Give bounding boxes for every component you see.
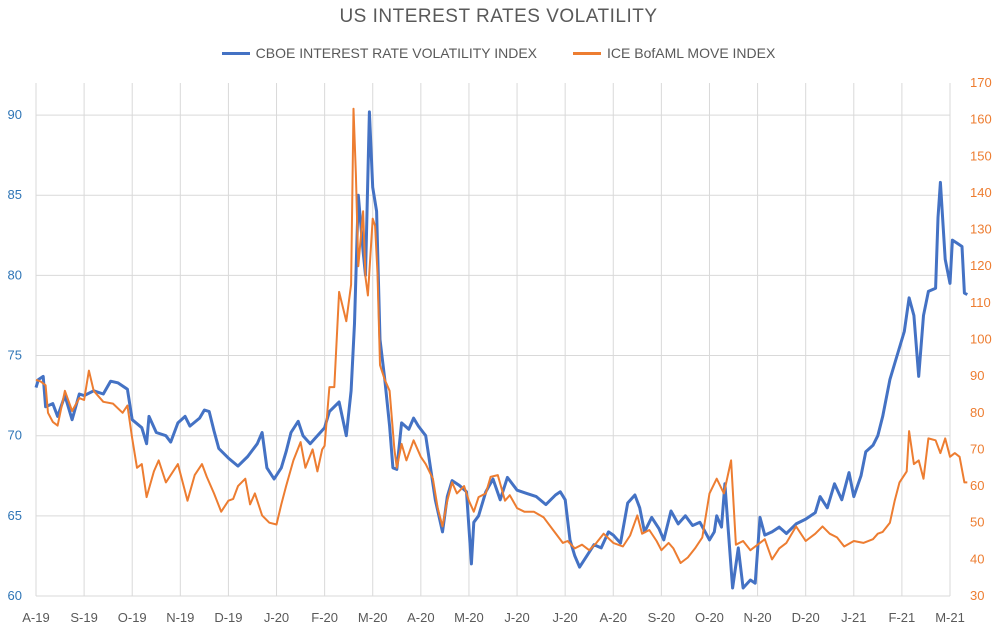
y-right-tick-label-5: 80 bbox=[970, 405, 984, 420]
legend-entry-cboe[interactable]: CBOE INTEREST RATE VOLATILITY INDEX bbox=[221, 45, 538, 61]
y-right-tick-label-6: 90 bbox=[970, 368, 984, 383]
legend: CBOE INTEREST RATE VOLATILITY INDEX ICE … bbox=[0, 45, 997, 61]
y-axis-left: 60 65 70 75 80 85 90 bbox=[8, 107, 22, 603]
y-axis-right: 30 40 50 60 70 80 90 100 110 120 130 140 150 160 170 bbox=[970, 75, 992, 603]
y-right-tick-label-10: 130 bbox=[970, 222, 992, 237]
y-right-tick-label-14: 170 bbox=[970, 75, 992, 90]
x-tick-label-0: A-19 bbox=[22, 610, 49, 625]
y-left-tick-label-4: 80 bbox=[8, 267, 22, 282]
y-left-tick-label-3: 75 bbox=[8, 348, 22, 363]
x-tick-label-11: J-20 bbox=[553, 610, 578, 625]
y-right-tick-label-2: 50 bbox=[970, 515, 984, 530]
y-left-tick-label-2: 70 bbox=[8, 428, 22, 443]
x-axis: A-19 S-19 O-19 N-19 D-19 J-20 F-20 M-20 A-20 M-20… bbox=[22, 610, 965, 625]
x-tick-label-9: M-20 bbox=[454, 610, 484, 625]
y-left-tick-label-5: 85 bbox=[8, 187, 22, 202]
y-right-tick-label-12: 150 bbox=[970, 148, 992, 163]
legend-swatch-cboe bbox=[221, 51, 250, 55]
x-tick-label-5: J-20 bbox=[264, 610, 289, 625]
y-right-tick-label-4: 70 bbox=[970, 441, 984, 456]
x-tick-label-18: F-21 bbox=[889, 610, 916, 625]
x-tick-label-17: J-21 bbox=[841, 610, 866, 625]
x-tick-label-12: A-20 bbox=[600, 610, 627, 625]
x-tick-label-19: M-21 bbox=[935, 610, 965, 625]
y-right-tick-label-9: 120 bbox=[970, 258, 992, 273]
legend-swatch-move bbox=[573, 51, 602, 55]
series-line-cboe bbox=[34, 110, 969, 590]
x-tick-label-16: D-20 bbox=[792, 610, 820, 625]
x-tick-label-14: O-20 bbox=[695, 610, 724, 625]
y-right-tick-label-11: 140 bbox=[970, 185, 992, 200]
x-tick-label-2: O-19 bbox=[118, 610, 147, 625]
series-line-move bbox=[35, 107, 968, 564]
y-right-tick-label-3: 60 bbox=[970, 478, 984, 493]
legend-entry-move[interactable]: ICE BofAML MOVE INDEX bbox=[573, 45, 775, 61]
x-tick-label-7: M-20 bbox=[358, 610, 388, 625]
x-tick-label-15: N-20 bbox=[743, 610, 771, 625]
y-right-tick-label-1: 40 bbox=[970, 551, 984, 566]
y-left-tick-label-1: 65 bbox=[8, 508, 22, 523]
series-lines bbox=[34, 107, 969, 590]
x-tick-label-4: D-19 bbox=[214, 610, 242, 625]
x-tick-label-3: N-19 bbox=[166, 610, 194, 625]
x-tick-label-6: F-20 bbox=[311, 610, 338, 625]
y-right-tick-label-0: 30 bbox=[970, 588, 984, 603]
y-left-tick-label-6: 90 bbox=[8, 107, 22, 122]
legend-label-cboe: CBOE INTEREST RATE VOLATILITY INDEX bbox=[255, 45, 538, 61]
y-left-tick-label-0: 60 bbox=[8, 588, 22, 603]
y-right-tick-label-7: 100 bbox=[970, 332, 992, 347]
legend-label-move: ICE BofAML MOVE INDEX bbox=[607, 45, 776, 61]
gridlines bbox=[35, 83, 951, 597]
y-right-tick-label-8: 110 bbox=[970, 295, 991, 310]
y-right-tick-label-13: 160 bbox=[970, 112, 992, 127]
chart-title: US INTEREST RATES VOLATILITY bbox=[339, 6, 658, 27]
x-tick-label-13: S-20 bbox=[648, 610, 675, 625]
x-tick-label-8: A-20 bbox=[407, 610, 434, 625]
x-tick-label-10: J-20 bbox=[504, 610, 529, 625]
x-tick-label-1: S-19 bbox=[70, 610, 97, 625]
